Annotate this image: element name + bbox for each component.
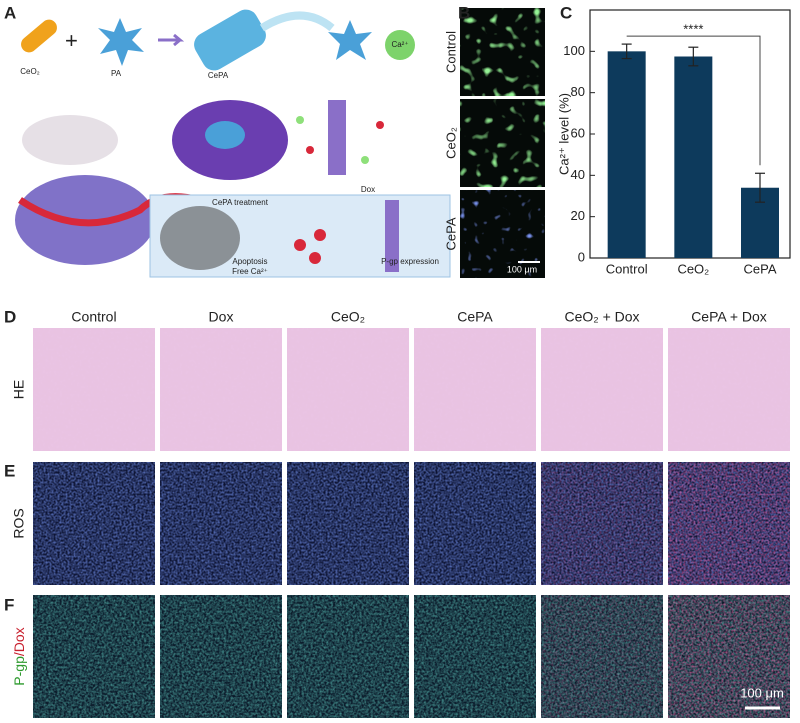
schematic-label: CePA [208, 71, 229, 80]
panel-label: B [458, 3, 470, 22]
scale-bar-label: 100 μm [507, 264, 537, 274]
micrograph-row-label: Control [443, 31, 458, 73]
x-tick-label: CePA [744, 261, 777, 276]
column-header: CePA [457, 309, 493, 325]
panel-label: F [4, 595, 14, 614]
significance-bracket [626, 35, 761, 166]
tissue-texture [33, 595, 155, 718]
cell-dark [160, 206, 240, 270]
y-tick-label: 40 [571, 167, 585, 182]
pa-star [98, 18, 144, 66]
significance-label: **** [683, 22, 703, 37]
panel-label: D [4, 307, 16, 326]
tissue-texture [668, 328, 790, 451]
tissue-texture [160, 595, 282, 718]
column-header: CePA + Dox [691, 309, 767, 325]
ceo2-rod [21, 19, 57, 53]
column-header: Dox [209, 309, 234, 325]
y-tick-label: 80 [571, 84, 585, 99]
tissue-texture [414, 595, 536, 718]
membrane [328, 100, 346, 175]
red-signal [541, 462, 663, 585]
column-header: Control [71, 309, 116, 325]
tissue-texture [287, 328, 409, 451]
schematic-label: Ca²⁺ [391, 40, 408, 49]
schematic-label: Free Ca²⁺ [232, 267, 268, 276]
tissue-texture [33, 462, 155, 585]
schematic-label: Dox [361, 185, 375, 194]
panel-label: A [4, 3, 16, 22]
schematic: + [15, 9, 451, 278]
micrograph-row-label: CePA [443, 217, 458, 250]
y-tick-label: 20 [571, 208, 585, 223]
schematic-label: PA [111, 69, 122, 78]
micrograph-signal [460, 190, 545, 278]
tissue-texture [287, 462, 409, 585]
y-axis-label: Ca²⁺ level (%) [556, 93, 571, 175]
row-label: HE [11, 380, 27, 399]
row-label: ROS [11, 508, 27, 538]
tissue-texture [414, 462, 536, 585]
micrograph-row-label: CeO₂ [443, 127, 458, 159]
schematic-label: Apoptosis [232, 257, 267, 266]
red-signal [668, 595, 790, 718]
arrow [158, 33, 185, 47]
zoom-beam [259, 11, 335, 32]
schematic-label: P-gp expression [381, 257, 439, 266]
tissue-texture [287, 595, 409, 718]
schematic-label: CePA treatment [212, 198, 269, 207]
scale-bar-label: 100 μm [740, 685, 784, 700]
tissue-texture [414, 328, 536, 451]
bar [674, 56, 713, 258]
plus-sign: + [65, 28, 78, 53]
nucleus [205, 121, 245, 149]
row-label: P-gp/Dox [11, 627, 27, 685]
y-tick-label: 60 [571, 125, 585, 140]
x-tick-label: CeO₂ [677, 261, 709, 276]
micrograph-signal [460, 8, 545, 96]
panel-label: C [560, 3, 572, 22]
tissue-texture [160, 328, 282, 451]
red-signal [668, 462, 790, 585]
row-label-part: /Dox [11, 627, 27, 656]
micrograph-signal [460, 99, 545, 187]
y-tick-label: 100 [563, 43, 585, 58]
mouse [22, 115, 118, 165]
row-label-part: P-gp [11, 656, 27, 686]
y-tick-label: 0 [578, 249, 585, 264]
tissue-texture [160, 462, 282, 585]
tissue-texture [541, 328, 663, 451]
column-header: CeO₂ + Dox [564, 309, 639, 325]
panel-label: E [4, 461, 15, 480]
pa-star-zoom [328, 20, 372, 60]
column-header: CeO₂ [331, 309, 365, 325]
bar [607, 51, 646, 259]
schematic-label: CeO₂ [20, 67, 40, 76]
cepa-particle [194, 9, 266, 71]
red-signal [541, 595, 663, 718]
tissue-texture [33, 328, 155, 451]
x-tick-label: Control [606, 261, 648, 276]
ca-ion [385, 30, 415, 60]
